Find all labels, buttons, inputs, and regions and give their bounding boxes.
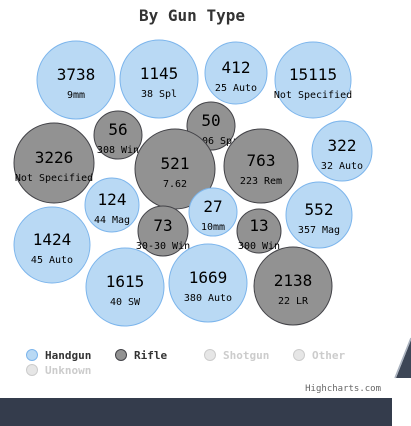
bubble-value: 15115 [289, 65, 337, 84]
bubble[interactable]: 1424 45 Auto [14, 207, 90, 283]
bubble-label: 7.62 [163, 179, 187, 190]
legend-item[interactable]: Unknown [27, 364, 92, 377]
bubble-label: 22 LR [278, 296, 309, 307]
bubble-label: 40 SW [110, 297, 141, 308]
bubble[interactable]: 13 300 Win [237, 209, 281, 253]
packed-bubble-chart: By Gun Type 3738 9mm 1145 38 Spl 412 25 Auto 1… [0, 0, 395, 398]
legend-label[interactable]: Rifle [134, 349, 167, 362]
bubble-label: 25 Auto [215, 83, 257, 94]
bubble-value: 27 [203, 197, 222, 216]
bubble-value: 1669 [189, 268, 228, 287]
chart-title: By Gun Type [139, 6, 245, 25]
bubble[interactable]: 3226 Not Specified [14, 123, 94, 203]
bubble-label: 38 Spl [141, 89, 177, 100]
bubble[interactable]: 15115 Not Specified [274, 42, 352, 118]
legend-item[interactable]: Handgun [27, 349, 92, 362]
bubble-label: 30-30 Win [136, 241, 190, 252]
bubble-value: 50 [201, 111, 220, 130]
bubble-label: 308 Win [97, 145, 139, 156]
legend: Handgun Rifle Shotgun Other Unknown [27, 349, 346, 377]
legend-item[interactable]: Rifle [116, 349, 168, 362]
bubble-label: 45 Auto [31, 255, 73, 266]
legend-marker-icon[interactable] [27, 365, 38, 376]
legend-marker-icon[interactable] [294, 350, 305, 361]
bubble[interactable]: 763 223 Rem [224, 129, 298, 203]
bubble[interactable]: 552 357 Mag [286, 182, 352, 248]
bubble-label: 300 Win [238, 241, 280, 252]
bubble[interactable]: 73 30-30 Win [136, 206, 190, 256]
legend-label[interactable]: Other [312, 349, 345, 362]
bubble-value: 2138 [274, 271, 313, 290]
bubble-label: 380 Auto [184, 293, 232, 304]
legend-label[interactable]: Unknown [45, 364, 91, 377]
bubble-value: 124 [98, 190, 127, 209]
bubble-label: Not Specified [274, 90, 352, 101]
bubble-value: 1424 [33, 230, 72, 249]
legend-marker-icon[interactable] [205, 350, 216, 361]
bubble-value: 552 [305, 200, 334, 219]
legend-marker-icon[interactable] [116, 350, 127, 361]
bubble-value: 3738 [57, 65, 96, 84]
bubble-label: 357 Mag [298, 225, 340, 236]
bubble[interactable]: 2138 22 LR [254, 247, 332, 325]
bubble[interactable]: 322 32 Auto [312, 121, 372, 181]
bubble[interactable]: 1615 40 SW [86, 248, 164, 326]
bubble[interactable]: 1145 38 Spl [120, 40, 198, 118]
bubble-label: 10mm [201, 222, 225, 233]
bubble[interactable]: 3738 9mm [37, 41, 115, 119]
legend-label[interactable]: Shotgun [223, 349, 269, 362]
bubble-value: 3226 [35, 148, 74, 167]
bubble-value: 322 [328, 136, 357, 155]
bubble-label: 9mm [67, 90, 85, 101]
bubble[interactable]: 56 308 Win [94, 111, 142, 159]
bubble-label: 44 Mag [94, 215, 130, 226]
bubble[interactable]: 412 25 Auto [205, 42, 267, 104]
bubble-value: 56 [108, 120, 127, 139]
legend-marker-icon[interactable] [27, 350, 38, 361]
bubble-value: 763 [247, 151, 276, 170]
bubble-value: 73 [153, 216, 172, 235]
bubble-value: 1615 [106, 272, 145, 291]
bubble[interactable]: 124 44 Mag [85, 178, 139, 232]
bubble-value: 13 [249, 216, 268, 235]
bubble[interactable]: 27 10mm [189, 188, 237, 236]
credits-link[interactable]: Highcharts.com [305, 384, 381, 394]
legend-item[interactable]: Other [294, 349, 346, 362]
legend-item[interactable]: Shotgun [205, 349, 270, 362]
scrollbar-edge [392, 300, 411, 380]
bubble-value: 412 [222, 58, 251, 77]
bubble-value: 521 [161, 154, 190, 173]
bubbles-layer: 3738 9mm 1145 38 Spl 412 25 Auto 15115 Not Spec… [14, 40, 372, 326]
bubble-label: 223 Rem [240, 176, 282, 187]
bubble-value: 1145 [140, 64, 179, 83]
legend-label[interactable]: Handgun [45, 349, 91, 362]
bottom-bar [0, 398, 392, 426]
bubble-label: 32 Auto [321, 161, 363, 172]
bubble-label: Not Specified [15, 173, 93, 184]
chart-container: By Gun Type 3738 9mm 1145 38 Spl 412 25 Auto 1… [0, 0, 395, 398]
bubble[interactable]: 1669 380 Auto [169, 244, 247, 322]
